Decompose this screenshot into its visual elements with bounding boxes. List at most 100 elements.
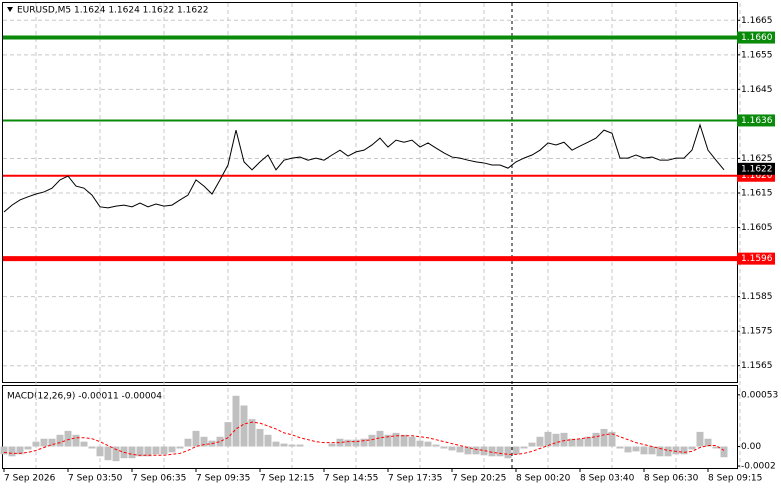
histogram-bar: [280, 443, 288, 447]
histogram-bar: [384, 434, 392, 447]
histogram-bar: [392, 432, 400, 447]
histogram-bar: [616, 446, 624, 449]
histogram-bar: [240, 405, 248, 447]
histogram-bar: [520, 446, 528, 449]
histogram-bar: [184, 438, 192, 447]
histogram-bar: [160, 446, 168, 455]
histogram-bar: [136, 446, 144, 457]
level-label-box: [737, 252, 775, 265]
x-tick-label: 8 Sep 03:40: [580, 474, 635, 484]
histogram-bar: [152, 446, 160, 455]
histogram-bar: [568, 438, 576, 447]
y-tick-label: 1.1665: [741, 16, 773, 26]
histogram-bar: [88, 446, 96, 449]
histogram-bar: [8, 446, 16, 457]
signal-line: [3, 421, 725, 456]
histogram-bar: [368, 434, 376, 447]
histogram-bar: [552, 433, 560, 447]
macd-panel-frame: [2, 385, 738, 469]
histogram-bar: [48, 438, 56, 447]
histogram-bar: [688, 446, 696, 450]
histogram-bar: [96, 446, 104, 457]
macd-title: MACD(12,26,9) -0.00011 -0.00004: [7, 392, 162, 402]
histogram-bar: [592, 432, 600, 447]
histogram-bar: [424, 441, 432, 447]
x-tick-label: 7 Sep 12:15: [260, 474, 314, 484]
menu-arrow: [7, 7, 13, 12]
histogram-bar: [488, 446, 496, 457]
y-tick-label: 1.1625: [741, 154, 773, 164]
histogram-bar: [376, 430, 384, 447]
y-tick-label: 1.1565: [741, 361, 773, 371]
level-label-box: [737, 31, 775, 44]
histogram-bar: [272, 441, 280, 447]
x-tick-label: 7 Sep 06:35: [132, 474, 186, 484]
histogram-bar: [472, 446, 480, 455]
x-tick-label: 7 Sep 17:35: [388, 474, 442, 484]
histogram-bar: [248, 419, 256, 447]
histogram-bar: [0, 446, 8, 455]
histogram-bar: [192, 430, 200, 447]
histogram-bar: [32, 441, 40, 447]
price-line: [3, 123, 725, 213]
histogram-bar: [504, 446, 512, 459]
histogram-bar: [104, 446, 112, 461]
histogram-bar: [232, 395, 240, 447]
y-tick-label: 0.00053: [741, 390, 778, 400]
histogram-bar: [408, 436, 416, 447]
histogram-bar: [672, 446, 680, 455]
y-tick-label: 1.1575: [741, 327, 773, 337]
level-label: 1.1660: [741, 33, 773, 43]
histogram-bar: [264, 434, 272, 447]
histogram-bar: [448, 446, 456, 451]
histogram-bar: [712, 446, 720, 449]
x-tick-label: 7 Sep 03:50: [68, 474, 123, 484]
histogram-bar: [432, 444, 440, 447]
y-tick-label: 0.00: [741, 442, 761, 452]
histogram-bar: [496, 446, 504, 457]
histogram-bar: [456, 446, 464, 453]
histogram-bar: [544, 431, 552, 447]
histogram-bar: [440, 446, 448, 449]
x-tick-label: 7 Sep 20:25: [452, 474, 506, 484]
histogram-bar: [200, 436, 208, 447]
histogram-bar: [144, 446, 152, 457]
histogram-bar: [536, 436, 544, 447]
histogram-bar: [464, 446, 472, 455]
histogram-bar: [416, 440, 424, 447]
chart-title: EURUSD,M5 1.1624 1.1624 1.1622 1.1622: [17, 6, 209, 16]
level-label-box: [737, 114, 775, 127]
level-label: 1.1620: [741, 171, 773, 181]
histogram-bar: [608, 431, 616, 447]
histogram-bar: [600, 428, 608, 447]
histogram-bar: [288, 444, 296, 447]
histogram-bar: [80, 441, 88, 447]
x-tick-label: 8 Sep 00:20: [516, 474, 571, 484]
histogram-bar: [256, 428, 264, 447]
y-tick-label: 1.1615: [741, 189, 773, 199]
histogram-bar: [664, 446, 672, 457]
histogram-bar: [352, 439, 360, 447]
histogram-bar: [624, 446, 632, 453]
y-tick-label: -0.0002: [741, 462, 776, 472]
histogram-bar: [16, 446, 24, 455]
histogram-bar: [40, 438, 48, 447]
histogram-bar: [216, 436, 224, 447]
histogram-bar: [296, 444, 304, 447]
histogram-bar: [696, 431, 704, 447]
histogram-bar: [656, 446, 664, 457]
histogram-bar: [24, 446, 32, 450]
histogram-bar: [576, 438, 584, 447]
histogram-bar: [528, 442, 536, 447]
histogram-bar: [400, 434, 408, 447]
x-tick-label: 7 Sep 14:55: [324, 474, 378, 484]
y-tick-label: 1.1645: [741, 85, 773, 95]
last-price-box: [737, 162, 775, 175]
histogram-bar: [640, 446, 648, 455]
histogram-bar: [344, 439, 352, 447]
y-tick-label: 1.1655: [741, 50, 773, 60]
histogram-bar: [56, 434, 64, 447]
histogram-bar: [168, 446, 176, 453]
histogram-bar: [64, 430, 72, 447]
